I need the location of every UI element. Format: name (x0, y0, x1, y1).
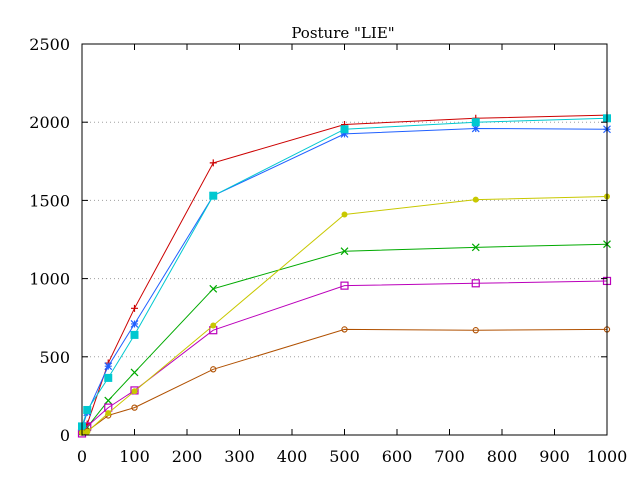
data-point (210, 322, 217, 329)
series-line (81, 243, 608, 433)
data-point (104, 362, 113, 371)
data-point (130, 330, 139, 339)
x-tick-label: 700 (434, 447, 465, 466)
chart-title: Posture "LIE" (291, 24, 394, 42)
data-point (340, 130, 349, 138)
data-point (83, 405, 92, 414)
data-point (472, 327, 479, 334)
series-line (81, 195, 608, 434)
y-tick-label: 0 (60, 426, 70, 445)
x-tick-label: 400 (277, 447, 308, 466)
series-5 (78, 114, 611, 431)
data-point (210, 366, 217, 373)
y-tick-label: 2000 (29, 113, 70, 132)
axis-layer: 0 500 1000 1500 2000 2500 0 100 200 300 400 500 600 7… (29, 35, 627, 466)
data-point (341, 211, 348, 218)
data-point (209, 159, 217, 167)
series-line (81, 114, 608, 430)
series-line (81, 127, 608, 429)
data-point (472, 196, 479, 203)
series-7 (79, 193, 610, 436)
x-tick-label: 300 (224, 447, 255, 466)
series-layer (77, 111, 612, 438)
data-point (340, 281, 349, 290)
y-tick-label: 2500 (29, 35, 70, 54)
data-point (340, 125, 349, 134)
x-tick-label: 0 (77, 447, 87, 466)
series-2 (78, 240, 611, 436)
data-point (131, 304, 138, 312)
data-point (340, 247, 349, 256)
data-point (471, 243, 480, 252)
x-tick-label: 1000 (587, 447, 628, 466)
data-point (471, 279, 480, 288)
grid-layer (82, 121, 607, 358)
x-tick-label: 600 (382, 447, 413, 466)
data-point (341, 326, 348, 333)
y-tick-label: 1000 (29, 270, 70, 289)
data-point (105, 410, 112, 417)
series-line (81, 117, 608, 427)
series-1 (78, 111, 611, 433)
plot-frame (81, 43, 608, 436)
x-tick-label: 800 (487, 447, 518, 466)
data-point (131, 388, 138, 395)
data-point (471, 124, 480, 133)
data-point (130, 368, 139, 377)
series-6 (78, 326, 611, 436)
series-line (81, 280, 608, 434)
data-point (104, 396, 113, 405)
data-point (130, 320, 139, 328)
data-point (104, 373, 113, 382)
y-tick-label: 500 (39, 348, 70, 367)
data-point (471, 118, 480, 127)
x-tick-label: 200 (172, 447, 203, 466)
data-point (209, 284, 218, 293)
x-tick-label: 500 (329, 447, 360, 466)
x-tick-label: 100 (119, 447, 150, 466)
y-tick-label: 1500 (29, 191, 70, 210)
x-tick-label: 900 (539, 447, 570, 466)
data-point (209, 191, 218, 200)
data-point (131, 404, 138, 411)
data-point (84, 428, 91, 435)
